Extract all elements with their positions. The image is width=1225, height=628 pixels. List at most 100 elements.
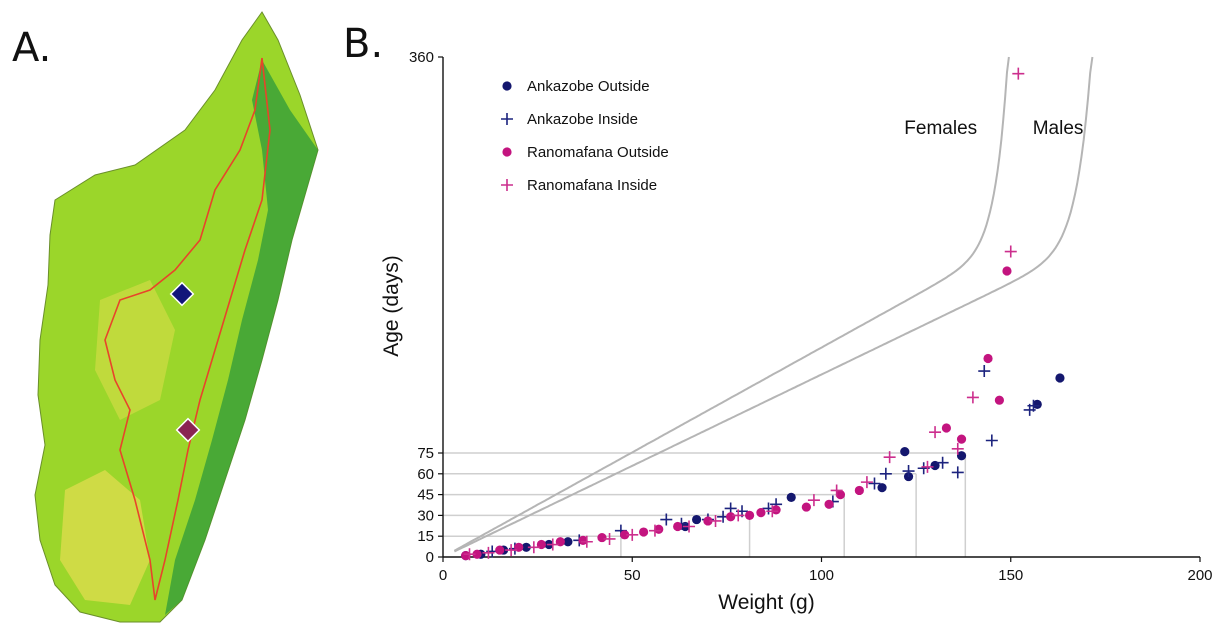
data-point-circle [521, 542, 531, 552]
data-point-plus [766, 505, 779, 518]
data-point-plus [732, 509, 745, 522]
data-point-circle [691, 514, 702, 525]
data-point-circle [900, 447, 910, 457]
data-point-plus [966, 391, 979, 404]
ankazobe-site-marker [169, 281, 195, 307]
data-point-circle [835, 490, 846, 500]
data-point-circle [771, 505, 781, 515]
curve-label-females: Females [904, 118, 977, 139]
data-point-circle [620, 530, 630, 540]
y-tick-label: 45 [417, 487, 434, 504]
data-point-circle [461, 551, 471, 561]
data-point-plus [860, 476, 873, 489]
data-point-plus [1004, 245, 1017, 258]
growth-curve-females [453, 56, 1010, 552]
data-point-circle [941, 423, 952, 433]
highland-boundary [104, 57, 271, 601]
growth-curves: Females Males [453, 56, 1094, 553]
data-point-plus [921, 460, 934, 473]
data-point-plus [951, 466, 964, 479]
x-tick-label: 200 [1187, 567, 1212, 584]
data-point-plus [1012, 67, 1025, 80]
data-point-plus [929, 426, 942, 439]
legend-label: Ranomafana Outside [527, 144, 669, 161]
growth-curve-males [453, 56, 1094, 553]
legend-label: Ranomafana Inside [527, 177, 657, 194]
y-tick-label: 60 [417, 466, 434, 483]
data-point-circle [563, 537, 573, 547]
data-point-circle [1032, 399, 1042, 409]
y-axis-title: Age (days) [380, 255, 403, 357]
data-points [461, 67, 1065, 561]
data-point-circle [597, 532, 607, 543]
data-point-plus [879, 467, 892, 480]
data-point-plus [1023, 403, 1036, 416]
x-tick-label: 0 [439, 567, 447, 584]
southern-dry-region [60, 470, 150, 605]
x-axis-title: Weight (g) [718, 591, 814, 614]
panel-a-label: A. [12, 25, 52, 71]
data-point-plus [527, 541, 540, 554]
data-point-plus [951, 442, 964, 455]
data-point-circle [994, 395, 1004, 405]
data-point-circle [956, 451, 967, 461]
data-point-circle [824, 499, 834, 509]
ranomafana-site-marker [175, 417, 201, 443]
data-point-plus [546, 538, 559, 551]
data-point-circle [654, 524, 664, 534]
data-point-circle [854, 485, 864, 496]
data-point-plus [463, 548, 476, 561]
data-point-circle [786, 492, 796, 502]
data-point-plus [709, 514, 722, 527]
y-tick-label: 360 [409, 49, 434, 66]
eastern-forest-band [165, 60, 318, 615]
data-point-circle [578, 535, 588, 545]
panel-b-label: B. [343, 21, 384, 67]
data-point-circle [502, 147, 512, 157]
data-point-plus [883, 451, 896, 464]
data-point-plus [603, 532, 616, 545]
data-point-plus [501, 113, 513, 125]
data-point-circle [673, 521, 683, 532]
data-point-plus [501, 179, 513, 191]
data-point-plus [985, 434, 998, 447]
data-point-plus [482, 546, 495, 559]
chart-axes: 0 50 100 150 200 0 15 30 45 60 75 360 Weight (g) Age … [380, 49, 1213, 614]
curve-label-males: Males [1033, 118, 1084, 139]
data-point-circle [956, 434, 967, 444]
data-point-circle [703, 516, 713, 526]
data-point-circle [726, 512, 736, 522]
data-point-circle [801, 502, 811, 512]
data-point-circle [495, 545, 505, 555]
data-point-circle [502, 81, 512, 91]
reference-lines [443, 452, 967, 557]
growth-chart: Females Males 0 50 100 150 200 0 15 30 45 60 75 360 W… [380, 49, 1213, 614]
x-tick-label: 100 [809, 567, 834, 584]
data-point-circle [1055, 373, 1065, 383]
data-point-plus [648, 524, 661, 537]
data-point-circle [472, 549, 482, 559]
data-point-circle [756, 508, 766, 518]
data-point-plus [580, 535, 593, 548]
data-point-plus [936, 456, 949, 469]
data-point-circle [1002, 266, 1012, 276]
data-point-circle [639, 527, 649, 537]
madagascar-map [34, 11, 319, 623]
data-point-plus [978, 365, 991, 378]
legend-label: Ankazobe Inside [527, 111, 638, 128]
y-tick-label: 30 [417, 507, 434, 524]
data-point-circle [877, 483, 887, 493]
data-point-plus [683, 520, 696, 533]
data-point-plus [505, 544, 518, 557]
x-tick-label: 50 [624, 567, 641, 584]
y-tick-label: 15 [417, 528, 434, 545]
data-point-plus [626, 528, 639, 541]
chart-legend: Ankazobe Outside Ankazobe Inside Ranomafan… [501, 78, 669, 194]
data-point-circle [744, 510, 755, 520]
data-point-circle [983, 353, 993, 364]
data-point-plus [660, 513, 673, 526]
data-point-plus [807, 494, 820, 507]
y-tick-label: 75 [417, 445, 434, 462]
data-point-plus [868, 477, 881, 490]
